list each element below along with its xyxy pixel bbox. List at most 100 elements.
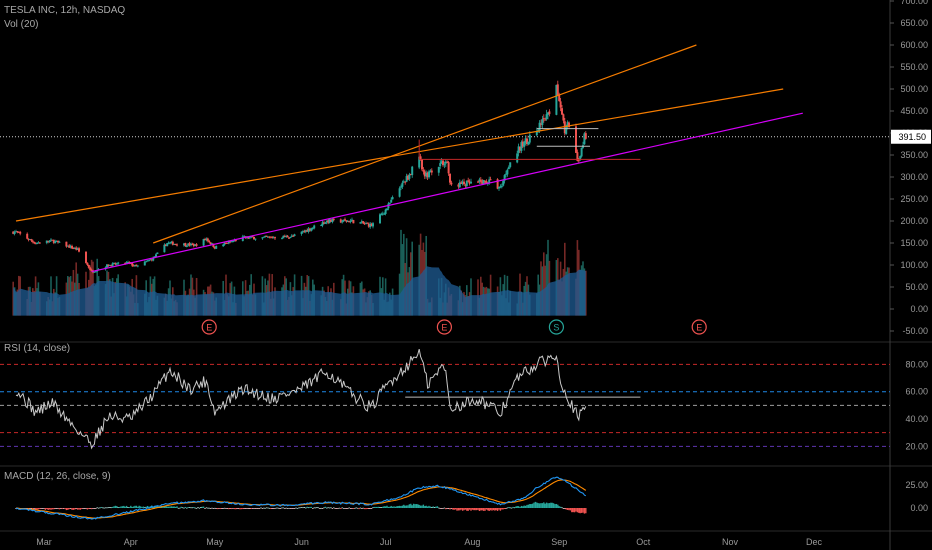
candle-body [34, 243, 37, 245]
candle-body [54, 241, 57, 244]
macd-indicator-label: MACD (12, 26, close, 9) [4, 471, 111, 482]
macd-histogram-bar [382, 506, 384, 508]
macd-histogram-bar [323, 507, 325, 509]
macd-histogram-bar [397, 506, 399, 508]
macd-histogram-bar [165, 505, 167, 508]
macd-histogram-bar [61, 508, 63, 509]
candle-body [366, 222, 369, 224]
candle-body [253, 236, 255, 240]
candle-body [342, 219, 345, 222]
candle-body [516, 153, 519, 163]
price-tick-label: 50.00 [905, 282, 928, 292]
candle-body [205, 238, 208, 241]
candle-body [93, 271, 96, 273]
price-tick-label: 200.00 [900, 216, 928, 226]
candle-body [331, 219, 334, 223]
macd-panel[interactable]: 25.00 0.00 [15, 476, 928, 520]
event-marker-label: E [206, 323, 212, 333]
candle-body [76, 248, 79, 250]
price-tick-label: 450.00 [900, 106, 928, 116]
macd-histogram-bar [30, 508, 33, 509]
trend-lines[interactable] [15, 44, 803, 273]
candle-body [362, 221, 365, 224]
macd-histogram-bar [575, 508, 577, 512]
candle-body [562, 114, 565, 121]
macd-histogram-bar [461, 508, 464, 511]
macd-histogram-bar [71, 508, 73, 510]
macd-histogram-bar [275, 507, 278, 509]
macd-histogram-bar [288, 507, 290, 509]
rsi-panel[interactable]: 80.00 60.00 40.00 20.00 [0, 348, 928, 451]
candle-body [321, 222, 324, 226]
macd-histogram-bar [389, 506, 391, 508]
macd-histogram-bar [460, 508, 462, 510]
candle-body [344, 219, 346, 221]
macd-histogram-bar [573, 508, 576, 513]
macd-histogram-bar [195, 507, 198, 509]
candle-body [503, 175, 506, 181]
macd-histogram-bar [296, 507, 299, 509]
macd-histogram-bar [559, 506, 562, 508]
candle-body [125, 262, 128, 264]
macd-histogram-bar [359, 507, 362, 509]
macd-histogram-bar [97, 507, 100, 509]
macd-histogram-bar [284, 508, 286, 509]
event-marker-circle [691, 319, 707, 335]
candle-body [19, 231, 22, 234]
macd-histogram-bar [190, 507, 192, 509]
macd-histogram-bar [132, 506, 135, 508]
candle-body [367, 223, 370, 227]
candle-body [107, 264, 110, 266]
candle-body [519, 146, 521, 151]
macd-histogram-bar [495, 508, 497, 511]
macd-histogram-bar [285, 507, 287, 509]
candle-body [583, 133, 586, 145]
rsi-tick-label: 40.00 [905, 414, 928, 424]
candle-body [75, 247, 78, 250]
candle-body [15, 231, 17, 233]
macd-histogram-bar [120, 506, 122, 508]
candle-body [311, 227, 314, 229]
macd-histogram-bar [103, 507, 105, 509]
candle-body [422, 170, 425, 172]
macd-histogram-bar [264, 507, 266, 509]
candle-body [380, 214, 383, 216]
candle-body [188, 243, 191, 246]
candle-body [192, 244, 195, 247]
candle-body [384, 209, 387, 214]
candle-body [506, 169, 509, 175]
macd-histogram-bar [544, 503, 546, 508]
macd-histogram-bar [503, 508, 506, 510]
time-tick-label: Mar [36, 537, 52, 547]
candle-body [505, 173, 507, 175]
candle-body [68, 245, 71, 248]
macd-histogram-bar [551, 502, 553, 508]
candle-body [467, 180, 470, 182]
trend-line [15, 88, 784, 222]
event-marker-label: E [696, 323, 702, 333]
time-tick-label: Nov [722, 537, 739, 547]
macd-histogram-bar [229, 508, 231, 509]
macd-histogram-bar [310, 506, 313, 508]
macd-histogram-bar [439, 508, 441, 509]
candle-body [345, 220, 348, 222]
macd-histogram-bar [314, 507, 317, 509]
macd-histogram-bar [404, 505, 406, 508]
macd-histogram-bar [253, 508, 255, 509]
macd-histogram-bar [449, 508, 451, 510]
macd-histogram-bar [400, 506, 402, 508]
candle-body [94, 271, 97, 273]
candle-body [545, 114, 548, 120]
candle-body [90, 269, 93, 271]
macd-histogram-bar [432, 506, 434, 508]
macd-histogram-bar [212, 508, 215, 509]
macd-tick-label: 25.00 [905, 480, 928, 490]
candle-body [48, 240, 51, 242]
candle-body [145, 261, 148, 263]
macd-histogram-bar [123, 505, 125, 508]
macd-histogram-bar [428, 505, 430, 508]
candle-body [535, 131, 538, 136]
candle-body [31, 240, 34, 242]
